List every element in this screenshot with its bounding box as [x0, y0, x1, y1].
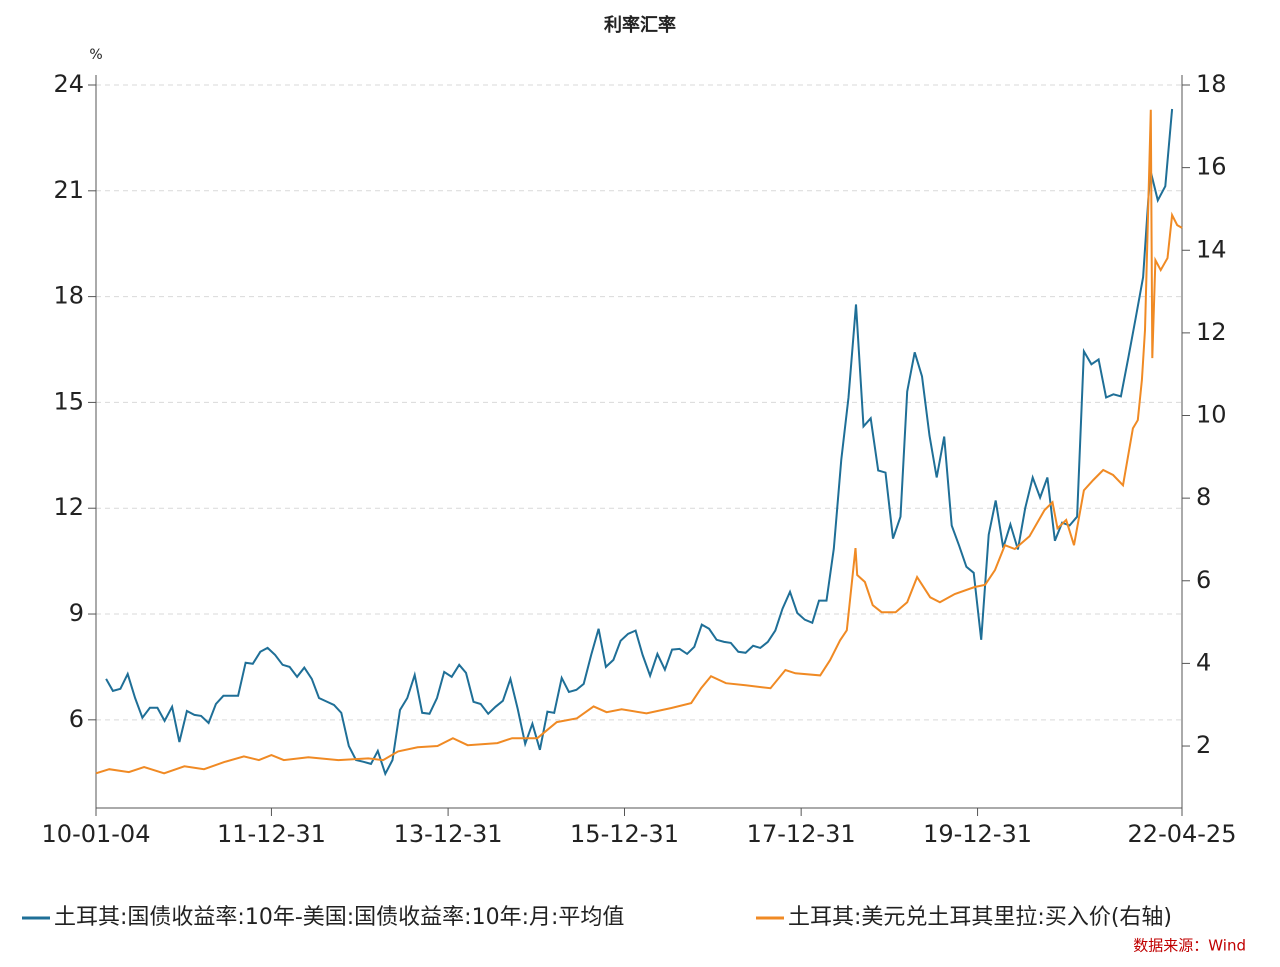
y2-tick-label: 8: [1196, 483, 1211, 511]
y2-tick-label: 4: [1196, 648, 1211, 676]
y2-tick-label: 2: [1196, 731, 1211, 759]
x-tick-label: 15-12-31: [570, 820, 679, 848]
y-tick-label: 6: [69, 705, 84, 733]
y2-tick-label: 10: [1196, 401, 1227, 429]
y2-tick-label: 12: [1196, 318, 1227, 346]
y2-tick-label: 18: [1196, 70, 1227, 98]
legend-label: 土耳其:美元兑土耳其里拉:买入价(右轴): [788, 905, 1172, 930]
y2-tick-label: 14: [1196, 235, 1227, 263]
chart-title: 利率汇率: [604, 14, 676, 36]
x-tick-label: 22-04-25: [1128, 820, 1237, 848]
y-tick-label: 18: [53, 282, 84, 310]
y-tick-label: 24: [53, 70, 84, 98]
y-tick-label: 9: [69, 599, 84, 627]
y-axis-unit: %: [89, 47, 102, 63]
x-tick-label: 11-12-31: [217, 820, 326, 848]
x-tick-label: 17-12-31: [747, 820, 856, 848]
y2-tick-label: 16: [1196, 153, 1227, 181]
x-tick-label: 13-12-31: [394, 820, 503, 848]
y2-tick-label: 6: [1196, 566, 1211, 594]
series-line: [95, 109, 1183, 775]
source-note: 数据来源：Wind: [1133, 937, 1246, 955]
legend-label: 土耳其:国债收益率:10年-美国:国债收益率:10年:月:平均值: [54, 905, 624, 930]
y-tick-label: 15: [53, 387, 84, 415]
y-tick-label: 21: [53, 176, 84, 204]
x-tick-label: 19-12-31: [923, 820, 1032, 848]
series-line: [105, 108, 1174, 777]
x-tick-label: 10-01-04: [42, 820, 151, 848]
y-tick-label: 12: [53, 493, 84, 521]
